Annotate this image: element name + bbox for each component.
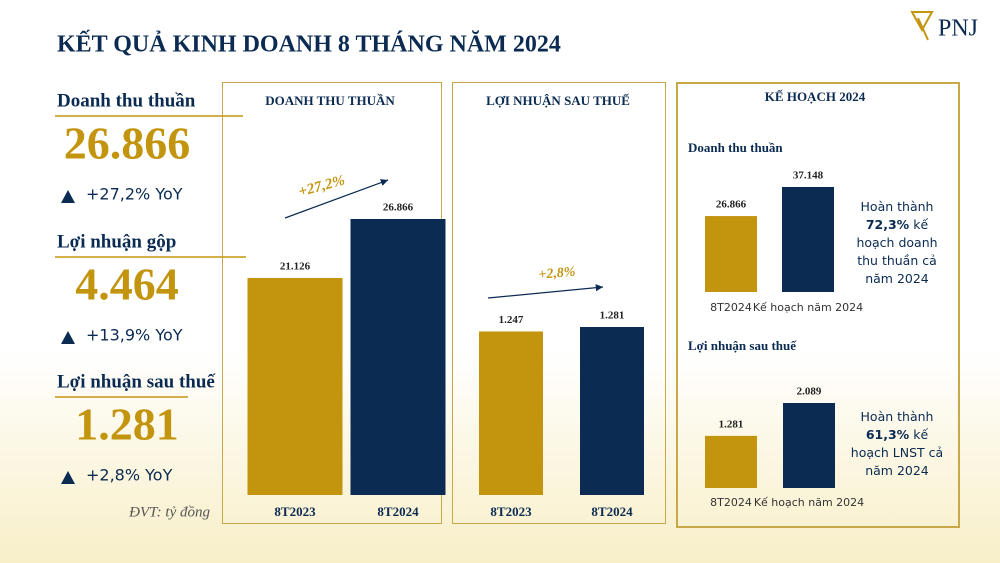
note-text: kế hoạch LNST cả năm 2024 xyxy=(850,427,944,478)
note-highlight: 61,3% xyxy=(865,427,910,442)
plan-note: Hoàn thành 61,3% kế hoạch LNST cả năm 20… xyxy=(849,408,945,480)
plan-note: Hoàn thành 72,3% kế hoạch doanh thu thuầ… xyxy=(849,198,945,288)
bar xyxy=(705,435,757,488)
value-label: 1.281 xyxy=(600,310,625,322)
chart-title: Doanh thu thuần xyxy=(688,140,783,155)
kpi-triangle xyxy=(61,190,75,203)
value-label: 37.148 xyxy=(793,170,824,182)
note-text: Hoàn thành xyxy=(860,409,934,424)
value-label: 1.247 xyxy=(499,314,524,326)
category-label: 8T2024 xyxy=(377,504,419,519)
growth-arrow xyxy=(487,284,604,299)
kpi-value: 4.464 xyxy=(75,259,179,310)
panel-title: KẾ HOẠCH 2024 xyxy=(765,89,866,104)
bar xyxy=(247,277,343,495)
category-label: 8T2023 xyxy=(274,504,316,519)
value-label: 26.866 xyxy=(716,199,747,211)
category-label: 8T2024 xyxy=(591,504,633,519)
value-label: 1.281 xyxy=(719,418,744,430)
category-label: Kế hoạch năm 2024 xyxy=(753,301,863,314)
kpi-value: 1.281 xyxy=(75,399,179,450)
bar xyxy=(350,219,446,495)
growth-label: +2,8% xyxy=(538,265,576,283)
growth-arrow xyxy=(284,179,389,219)
value-label: 26.866 xyxy=(383,202,414,214)
value-label: 21.126 xyxy=(280,260,311,272)
chart-title: DOANH THU THUẦN xyxy=(265,93,395,108)
kpi-change: +2,8% YoY xyxy=(86,466,173,485)
slide-title: KẾT QUẢ KINH DOANH 8 THÁNG NĂM 2024 xyxy=(57,31,561,58)
kpi-triangle xyxy=(61,331,75,344)
unit-note: ĐVT: tỷ đồng xyxy=(128,504,210,520)
kpi-label: Doanh thu thuần xyxy=(57,90,196,111)
bar xyxy=(705,216,757,292)
note-highlight: 72,3% xyxy=(865,217,910,232)
note-text: Hoàn thành xyxy=(860,199,934,214)
category-label: 8T2024 xyxy=(710,496,752,509)
kpi-triangle xyxy=(61,471,75,484)
category-label: Kế hoạch năm 2024 xyxy=(754,496,864,509)
kpi-label: Lợi nhuận gộp xyxy=(57,231,176,252)
panel xyxy=(452,82,666,524)
logo-mark xyxy=(910,11,934,41)
category-label: 8T2024 xyxy=(710,301,752,314)
bar xyxy=(479,331,543,495)
panel xyxy=(676,82,960,528)
chart-title: LỢI NHUẬN SAU THUẾ xyxy=(486,93,630,108)
value-label: 2.089 xyxy=(797,386,822,398)
kpi-value: 26.866 xyxy=(64,118,191,169)
bar xyxy=(580,327,644,495)
note-text: kế hoạch doanh thu thuần cả năm 2024 xyxy=(856,217,938,286)
growth-label: +27,2% xyxy=(297,173,347,201)
logo: PNJ xyxy=(938,16,978,42)
bar xyxy=(782,187,834,292)
kpi-change: +27,2% YoY xyxy=(86,185,183,204)
kpi-label: Lợi nhuận sau thuế xyxy=(57,371,216,392)
chart-title: Lợi nhuận sau thuế xyxy=(688,338,797,353)
category-label: 8T2023 xyxy=(490,504,532,519)
kpi-change: +13,9% YoY xyxy=(86,326,183,345)
bar xyxy=(783,403,835,488)
